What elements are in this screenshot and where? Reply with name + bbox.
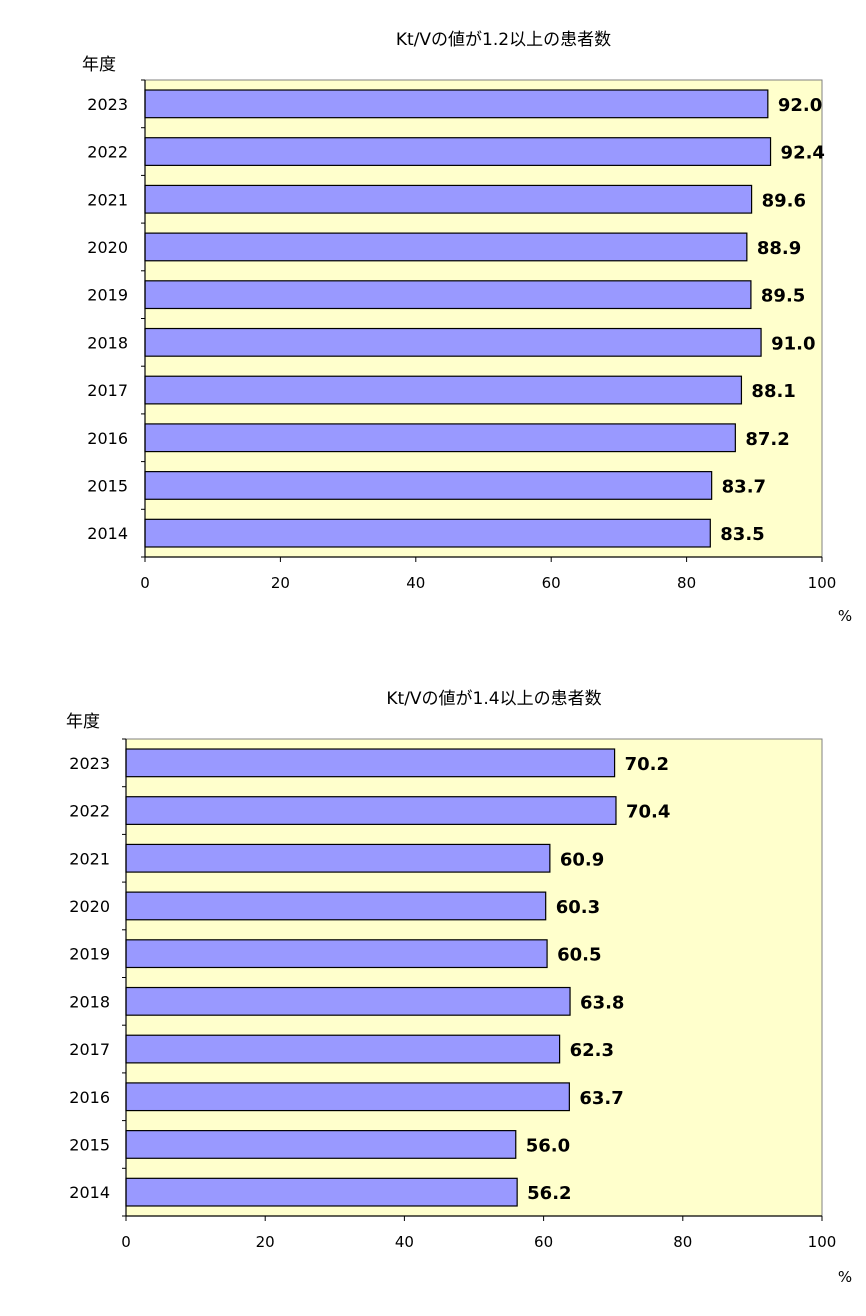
chart-title: Kt/Vの値が1.2以上の患者数 bbox=[396, 30, 611, 50]
bar-2021 bbox=[125, 843, 551, 873]
data-label: 62.3 bbox=[570, 1040, 614, 1061]
x-tick-label: 20 bbox=[256, 1233, 275, 1251]
category-label: 2016 bbox=[69, 1088, 110, 1107]
category-label: 2022 bbox=[87, 143, 128, 162]
y-axis-label: 年度 bbox=[82, 55, 116, 75]
bar-2014 bbox=[125, 1177, 518, 1207]
category-label: 2023 bbox=[69, 754, 110, 773]
bar-2017 bbox=[144, 375, 743, 405]
x-tick-label: 100 bbox=[808, 574, 837, 592]
category-label: 2018 bbox=[69, 992, 110, 1011]
x-tick-label: 0 bbox=[140, 574, 150, 592]
bar-2018 bbox=[125, 986, 571, 1016]
data-label: 87.2 bbox=[745, 429, 789, 450]
category-label: 2015 bbox=[69, 1135, 110, 1154]
bar-2019 bbox=[144, 280, 752, 310]
category-label: 2017 bbox=[69, 1040, 110, 1059]
bar-2016 bbox=[144, 423, 736, 453]
data-label: 91.0 bbox=[771, 333, 815, 354]
data-label: 83.5 bbox=[720, 524, 764, 545]
bar-2015 bbox=[144, 471, 713, 500]
x-tick-label: 0 bbox=[121, 1233, 131, 1251]
x-tick-label: 40 bbox=[395, 1233, 414, 1251]
x-axis-unit: % bbox=[838, 1268, 852, 1286]
bar-2021 bbox=[144, 184, 753, 214]
category-label: 2014 bbox=[69, 1183, 110, 1202]
data-label: 89.6 bbox=[762, 190, 806, 211]
category-label: 2020 bbox=[69, 897, 110, 916]
category-label: 2021 bbox=[69, 849, 110, 868]
category-label: 2021 bbox=[87, 190, 128, 209]
x-tick-label: 60 bbox=[542, 574, 561, 592]
category-label: 2020 bbox=[87, 238, 128, 257]
category-label: 2019 bbox=[87, 286, 128, 305]
data-label: 92.4 bbox=[781, 143, 825, 164]
data-label: 92.0 bbox=[778, 95, 822, 116]
data-label: 60.9 bbox=[560, 849, 604, 870]
x-tick-label: 60 bbox=[534, 1233, 553, 1251]
data-label: 60.3 bbox=[556, 897, 600, 918]
bar-2016 bbox=[125, 1082, 570, 1112]
x-tick-label: 40 bbox=[406, 574, 425, 592]
x-tick-label: 100 bbox=[808, 1233, 837, 1251]
data-label: 70.4 bbox=[626, 802, 670, 823]
x-tick-label: 20 bbox=[271, 574, 290, 592]
bar-2023 bbox=[144, 89, 769, 119]
data-label: 63.8 bbox=[580, 992, 624, 1013]
category-label: 2022 bbox=[69, 802, 110, 821]
category-label: 2016 bbox=[87, 429, 128, 448]
bar-2020 bbox=[144, 232, 748, 262]
data-label: 56.0 bbox=[526, 1135, 570, 1156]
bar-2019 bbox=[125, 939, 548, 969]
data-label: 88.9 bbox=[757, 238, 801, 259]
bar-2022 bbox=[144, 137, 772, 166]
category-label: 2023 bbox=[87, 95, 128, 114]
bar-2018 bbox=[144, 327, 762, 357]
bar-2023 bbox=[125, 748, 616, 778]
data-label: 70.2 bbox=[625, 754, 669, 775]
data-label: 63.7 bbox=[579, 1088, 623, 1109]
category-label: 2017 bbox=[87, 381, 128, 400]
data-label: 83.7 bbox=[722, 476, 766, 497]
chart-title: Kt/Vの値が1.4以上の患者数 bbox=[386, 689, 601, 709]
y-axis-label: 年度 bbox=[66, 712, 100, 732]
category-label: 2019 bbox=[69, 945, 110, 964]
data-label: 89.5 bbox=[761, 286, 805, 307]
data-label: 56.2 bbox=[527, 1183, 571, 1204]
category-label: 2015 bbox=[87, 476, 128, 495]
data-label: 88.1 bbox=[751, 381, 795, 402]
x-axis-unit: % bbox=[838, 607, 852, 625]
x-tick-label: 80 bbox=[673, 1233, 692, 1251]
bar-2022 bbox=[125, 796, 617, 825]
bar-2015 bbox=[125, 1130, 517, 1159]
bar-2017 bbox=[125, 1034, 561, 1064]
data-label: 60.5 bbox=[557, 945, 601, 966]
bar-2020 bbox=[125, 891, 547, 921]
x-tick-label: 80 bbox=[677, 574, 696, 592]
bar-2014 bbox=[144, 518, 711, 548]
category-label: 2014 bbox=[87, 524, 128, 543]
category-label: 2018 bbox=[87, 333, 128, 352]
